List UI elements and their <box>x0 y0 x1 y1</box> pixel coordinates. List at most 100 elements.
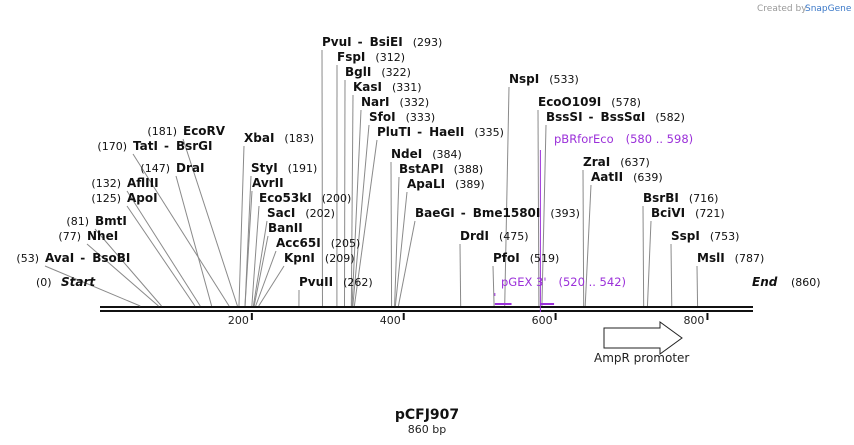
site-pluti[interactable]: PluTI <box>377 125 411 139</box>
site-apoi[interactable]: ApoI <box>127 191 158 205</box>
site-position-bstapi: (388) <box>454 163 484 176</box>
leader-ecorv <box>182 138 238 307</box>
leader-acc65i <box>255 250 277 307</box>
site-bmti[interactable]: BmtI <box>95 214 127 228</box>
site-tati[interactable]: TatI <box>133 139 158 153</box>
site-position-kpni: (209) <box>325 252 355 265</box>
site-nspi[interactable]: NspI <box>509 72 539 86</box>
ruler: 200 400 600 800 <box>228 313 709 327</box>
leader-avrii <box>244 190 253 307</box>
site-position-styi: (191) <box>288 162 318 175</box>
site-position-bcivi: (721) <box>695 207 725 220</box>
site-msli[interactable]: MslI <box>697 251 725 265</box>
site-kpni[interactable]: KpnI <box>284 251 315 265</box>
site-styi[interactable]: StyI <box>251 161 278 175</box>
site-position-apali: (389) <box>455 178 485 191</box>
site-xbai[interactable]: XbaI <box>244 131 274 145</box>
start-label[interactable]: Start <box>61 275 96 289</box>
site-nari[interactable]: NarI <box>361 95 390 109</box>
site-bsssi[interactable]: BssSI <box>546 110 583 124</box>
site-pvui[interactable]: PvuI <box>322 35 352 49</box>
site-nhei[interactable]: NheI <box>87 229 118 243</box>
site-bcivi[interactable]: BciVI <box>651 206 685 220</box>
tick-label-800: 800 <box>683 314 704 327</box>
tick-label-200: 200 <box>228 314 249 327</box>
site-separator: - <box>80 251 85 265</box>
site-bsobi[interactable]: BsoBI <box>92 251 130 265</box>
site-bsrbi[interactable]: BsrBI <box>643 191 679 205</box>
site-separator: - <box>358 35 363 49</box>
end-label[interactable]: End <box>752 275 778 289</box>
site-position-pfoi: (519) <box>530 252 560 265</box>
ampr-promoter-arrow[interactable] <box>603 321 683 355</box>
plasmid-length: 860 bp <box>408 423 446 436</box>
site-banii[interactable]: BanII <box>268 221 303 235</box>
primer-name-pgex-3[interactable]: pGEX 3' <box>501 275 547 289</box>
leader-eco53ki <box>251 205 260 307</box>
leader-sspi <box>670 243 673 307</box>
site-ndei[interactable]: NdeI <box>391 147 422 161</box>
site-avai[interactable]: AvaI <box>45 251 74 265</box>
leader-baegi <box>397 220 416 307</box>
site-position-baegi: (393) <box>550 207 580 220</box>
site-position-nspi: (533) <box>549 73 579 86</box>
leader-nari <box>351 109 362 307</box>
site-position-xbai: (183) <box>284 132 314 145</box>
primer-name-pbrforeco[interactable]: pBRforEco <box>554 132 614 146</box>
site-ecorv[interactable]: EcoRV <box>183 124 226 138</box>
site-leaders <box>44 49 699 307</box>
leader-banii <box>253 235 269 307</box>
site-position-ecorv: (181) <box>147 125 177 138</box>
site-position-tati: (170) <box>97 140 127 153</box>
leader-sfoi <box>352 124 370 307</box>
site-zrai[interactable]: ZraI <box>583 155 610 169</box>
snapgene-brand[interactable]: SnapGene <box>805 4 852 14</box>
site-bsss-i[interactable]: BssSαI <box>601 110 646 124</box>
site-position-pluti: (335) <box>474 126 504 139</box>
start-position: (0) <box>36 276 52 289</box>
site-pvuii[interactable]: PvuII <box>299 275 333 289</box>
site-position-acc65i: (205) <box>331 237 361 250</box>
site-acc65i[interactable]: Acc65I <box>276 236 321 250</box>
leader-nspi <box>504 86 510 307</box>
leader-bstapi <box>394 176 400 307</box>
site-bsrgi[interactable]: BsrGI <box>176 139 213 153</box>
leader-bsrbi <box>642 205 645 307</box>
site-sspi[interactable]: SspI <box>671 229 700 243</box>
site-kasi[interactable]: KasI <box>353 80 382 94</box>
leader-bmti <box>94 228 162 307</box>
tick-label-600: 600 <box>532 314 553 327</box>
site-bsiei[interactable]: BsiEI <box>370 35 403 49</box>
site-bme1580i[interactable]: Bme1580I <box>473 206 541 220</box>
leader-zrai <box>582 169 585 307</box>
site-labels: (53) AvaI - BsoBI(77) NheI(81) BmtI(125) ApoI(… <box>16 35 764 289</box>
site-bstapi[interactable]: BstAPI <box>399 162 444 176</box>
site-fspi[interactable]: FspI <box>337 50 365 64</box>
site-avrii[interactable]: AvrII <box>252 176 284 190</box>
site-saci[interactable]: SacI <box>267 206 295 220</box>
ampr-promoter-label[interactable]: AmpR promoter <box>594 351 689 365</box>
site-pfoi[interactable]: PfoI <box>493 251 520 265</box>
site-eco53ki[interactable]: Eco53kI <box>259 191 312 205</box>
site-baegi[interactable]: BaeGI <box>415 206 455 220</box>
site-apali[interactable]: ApaLI <box>407 177 445 191</box>
site-aatii[interactable]: AatII <box>591 170 623 184</box>
site-haeii[interactable]: HaeII <box>429 125 464 139</box>
leader-pluti <box>353 139 378 307</box>
site-sfoi[interactable]: SfoI <box>369 110 396 124</box>
site-bgli[interactable]: BglI <box>345 65 371 79</box>
site-position-nhei: (77) <box>58 230 81 243</box>
site-drdi[interactable]: DrdI <box>460 229 489 243</box>
site-afliii[interactable]: AflIII <box>127 176 159 190</box>
site-separator: - <box>417 125 422 139</box>
tick-label-400: 400 <box>380 314 401 327</box>
leader-bcivi <box>646 220 652 307</box>
site-position-ndei: (384) <box>432 148 462 161</box>
leader-kpni <box>258 265 285 307</box>
site-position-bmti: (81) <box>66 215 89 228</box>
site-position-aatii: (639) <box>633 171 663 184</box>
site-ecoo109i[interactable]: EcoO109I <box>538 95 601 109</box>
site-position-drai: (147) <box>140 162 170 175</box>
site-drai[interactable]: DraI <box>176 161 204 175</box>
site-position-saci: (202) <box>305 207 335 220</box>
